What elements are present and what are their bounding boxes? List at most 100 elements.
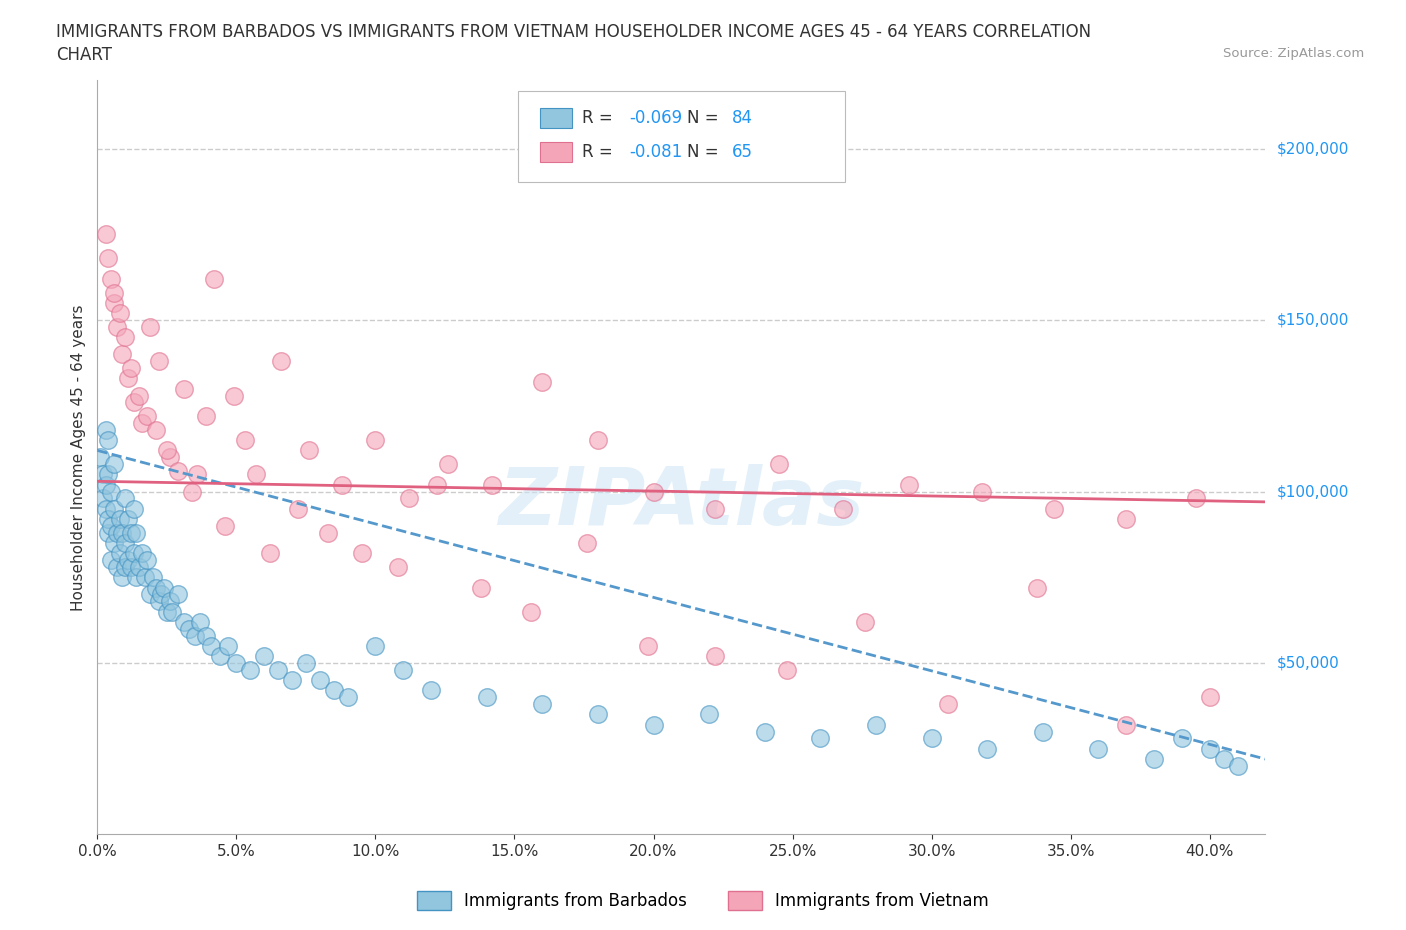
Point — [186, 467, 208, 482]
Point — [703, 501, 725, 516]
Point — [426, 477, 449, 492]
Point — [1198, 690, 1220, 705]
Point — [364, 638, 387, 653]
Point — [267, 662, 290, 677]
Point — [253, 649, 276, 664]
Point — [156, 443, 179, 458]
Point — [225, 656, 247, 671]
Point — [94, 422, 117, 437]
Text: 84: 84 — [731, 109, 752, 126]
Point — [436, 457, 458, 472]
Point — [125, 570, 148, 585]
Point — [111, 525, 134, 540]
Point — [153, 580, 176, 595]
Point — [350, 546, 373, 561]
Point — [103, 286, 125, 300]
Point — [159, 450, 181, 465]
Point — [1115, 512, 1137, 526]
Text: CHART: CHART — [56, 46, 112, 64]
Point — [259, 546, 281, 561]
Point — [173, 381, 195, 396]
Point — [139, 320, 162, 335]
Point — [194, 408, 217, 423]
Point — [108, 546, 131, 561]
Point — [703, 649, 725, 664]
Point — [103, 536, 125, 551]
Point — [214, 518, 236, 533]
Text: N =: N = — [688, 143, 724, 161]
Point — [117, 371, 139, 386]
Point — [336, 690, 359, 705]
Point — [1043, 501, 1066, 516]
Point — [295, 656, 318, 671]
Point — [97, 512, 120, 526]
Point — [94, 227, 117, 242]
Point — [364, 432, 387, 447]
Point — [103, 501, 125, 516]
FancyBboxPatch shape — [540, 141, 572, 162]
Point — [287, 501, 309, 516]
Point — [936, 697, 959, 711]
Point — [91, 491, 114, 506]
Point — [316, 525, 339, 540]
Point — [481, 477, 503, 492]
Point — [233, 432, 256, 447]
Point — [531, 697, 554, 711]
Point — [114, 560, 136, 575]
Point — [105, 560, 128, 575]
Point — [1087, 741, 1109, 756]
Text: 65: 65 — [731, 143, 752, 161]
Point — [167, 587, 190, 602]
Point — [768, 457, 790, 472]
Point — [1032, 724, 1054, 739]
Point — [97, 525, 120, 540]
Point — [159, 594, 181, 609]
Point — [100, 518, 122, 533]
Point — [122, 501, 145, 516]
Legend: Immigrants from Barbados, Immigrants from Vietnam: Immigrants from Barbados, Immigrants fro… — [411, 884, 995, 917]
Point — [194, 628, 217, 643]
Point — [139, 587, 162, 602]
Point — [114, 491, 136, 506]
Point — [970, 485, 993, 499]
Point — [134, 570, 156, 585]
Point — [575, 536, 598, 551]
Point — [245, 467, 267, 482]
Point — [105, 525, 128, 540]
Point — [111, 570, 134, 585]
Point — [208, 649, 231, 664]
Point — [94, 477, 117, 492]
Point — [222, 388, 245, 403]
Point — [1115, 717, 1137, 732]
Point — [179, 621, 201, 636]
Point — [97, 432, 120, 447]
Point — [100, 485, 122, 499]
Point — [100, 272, 122, 286]
Text: R =: R = — [582, 143, 619, 161]
Point — [586, 432, 609, 447]
Point — [637, 638, 659, 653]
Point — [162, 604, 184, 619]
Point — [586, 707, 609, 722]
Point — [150, 587, 173, 602]
Point — [136, 408, 159, 423]
Point — [200, 638, 222, 653]
Point — [122, 546, 145, 561]
Point — [387, 560, 409, 575]
Point — [145, 580, 167, 595]
Text: -0.069: -0.069 — [628, 109, 682, 126]
Point — [156, 604, 179, 619]
Text: R =: R = — [582, 109, 619, 126]
Point — [298, 443, 321, 458]
Text: N =: N = — [688, 109, 724, 126]
Point — [89, 450, 111, 465]
Point — [94, 501, 117, 516]
Point — [754, 724, 776, 739]
Point — [330, 477, 353, 492]
Point — [470, 580, 492, 595]
Point — [120, 361, 142, 376]
Point — [202, 272, 225, 286]
Point — [105, 320, 128, 335]
Point — [808, 731, 831, 746]
Point — [217, 638, 239, 653]
